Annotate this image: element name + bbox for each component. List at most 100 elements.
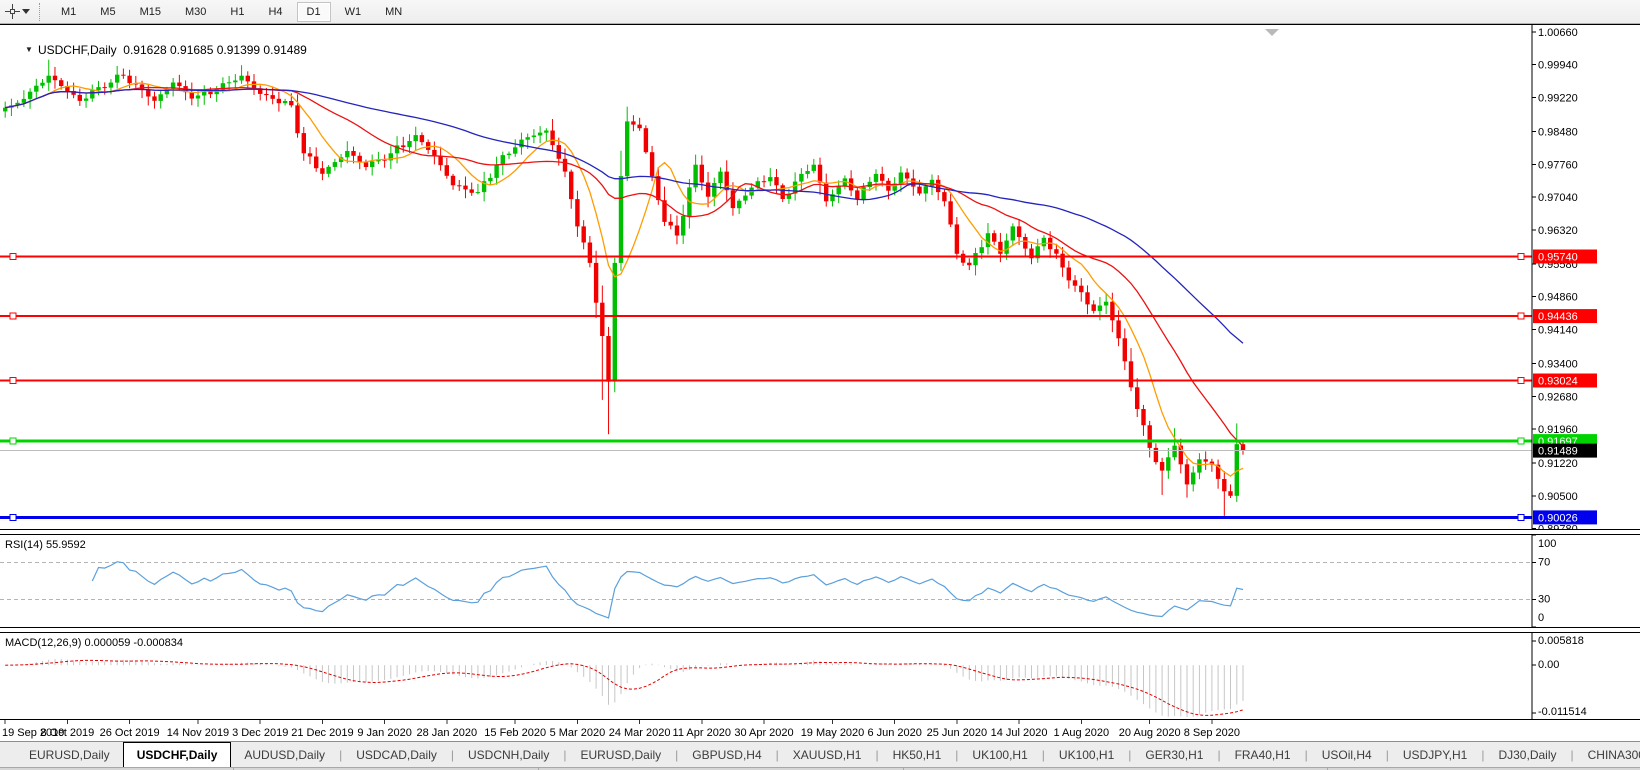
chart-tab-usdcnh-daily[interactable]: USDCNH,Daily [468, 747, 550, 762]
status-divider [538, 768, 539, 770]
svg-text:3 Dec 2019: 3 Dec 2019 [232, 727, 288, 739]
status-divider [903, 768, 904, 770]
svg-text:21 Dec 2019: 21 Dec 2019 [291, 727, 353, 739]
svg-text:0.97760: 0.97760 [1538, 159, 1578, 171]
chart-tab-fra40-h1[interactable]: FRA40,H1 [1234, 747, 1291, 762]
svg-text:30 Apr 2020: 30 Apr 2020 [734, 727, 793, 739]
svg-text:20 Aug 2020: 20 Aug 2020 [1119, 727, 1181, 739]
tab-divider: | [1217, 747, 1221, 762]
svg-text:1.00660: 1.00660 [1538, 27, 1578, 39]
svg-text:0.98480: 0.98480 [1538, 126, 1578, 138]
chevron-down-icon[interactable] [22, 9, 30, 14]
chart-tab-eurusd-daily[interactable]: EURUSD,Daily [29, 747, 110, 762]
svg-text:0.97040: 0.97040 [1538, 192, 1578, 204]
tab-divider: | [1481, 747, 1485, 762]
svg-text:19 May 2020: 19 May 2020 [801, 727, 865, 739]
timeframe-button-group: M1 M5 M15 M30 H1 H4 D1 W1 MN [49, 1, 414, 22]
svg-text:-0.011514: -0.011514 [1538, 706, 1587, 718]
svg-text:70: 70 [1538, 557, 1550, 569]
svg-text:0.93400: 0.93400 [1538, 358, 1578, 370]
timeframe-button-h4[interactable]: H4 [268, 5, 283, 18]
svg-text:30: 30 [1538, 593, 1550, 605]
svg-text:6 Jun 2020: 6 Jun 2020 [867, 727, 921, 739]
top-toolbar: M1 M5 M15 M30 H1 H4 D1 W1 MN [0, 0, 1640, 24]
svg-text:0.93024: 0.93024 [1538, 376, 1578, 388]
tab-divider: | [875, 747, 879, 762]
crosshair-icon[interactable] [2, 3, 22, 21]
chart-tab-hk50-h1[interactable]: HK50,H1 [892, 747, 942, 762]
symbol-dropdown-icon[interactable]: ▼ [25, 45, 33, 54]
tab-divider: | [955, 747, 959, 762]
svg-text:28 Jan 2020: 28 Jan 2020 [417, 727, 478, 739]
timeframe-button-h1[interactable]: H1 [230, 5, 245, 18]
svg-text:0.90500: 0.90500 [1538, 491, 1578, 503]
tab-bar: EURUSD,Daily USDCHF,Daily AUDUSD,Daily | USD… [0, 741, 1640, 768]
status-strip [0, 767, 1640, 770]
tab-divider: | [675, 747, 679, 762]
svg-text:0.91489: 0.91489 [1538, 446, 1578, 458]
panel-separator[interactable] [0, 529, 1640, 535]
tab-divider: | [1385, 747, 1389, 762]
macd-chart[interactable]: 0.005818 0.00 -0.011514 [0, 633, 1640, 719]
tab-divider: | [775, 747, 779, 762]
svg-text:15 Feb 2020: 15 Feb 2020 [484, 727, 546, 739]
chart-tab-uk100-h1[interactable]: UK100,H1 [972, 747, 1028, 762]
chart-tab-audusd-daily[interactable]: AUDUSD,Daily [244, 747, 326, 762]
svg-text:26 Oct 2019: 26 Oct 2019 [100, 727, 160, 739]
svg-text:0: 0 [1538, 612, 1544, 624]
svg-text:100: 100 [1538, 538, 1556, 550]
chart-tab-eurusd-daily[interactable]: EURUSD,Daily [580, 747, 662, 762]
chart-ohlc-header: ▼ USDCHF,Daily 0.91628 0.91685 0.91399 0.… [5, 29, 307, 71]
svg-text:0.92680: 0.92680 [1538, 391, 1578, 403]
chart-tab-china300-h1[interactable]: CHINA300,H1 [1587, 747, 1640, 762]
tab-divider: | [339, 747, 343, 762]
timeframe-button-mn[interactable]: MN [385, 5, 403, 18]
panel-separator[interactable] [0, 627, 1640, 633]
rsi-panel[interactable]: 100 70 30 0 RSI(14) 55.9592 [0, 535, 1640, 627]
svg-text:1 Aug 2020: 1 Aug 2020 [1053, 727, 1109, 739]
svg-text:0.99940: 0.99940 [1538, 60, 1578, 72]
macd-panel[interactable]: 0.005818 0.00 -0.011514 MACD(12,26,9) 0.00… [0, 633, 1640, 719]
chart-tab-dj30-daily[interactable]: DJ30,Daily [1498, 747, 1557, 762]
status-divider [1327, 768, 1328, 770]
tab-divider: | [563, 747, 567, 762]
svg-text:5 Mar 2020: 5 Mar 2020 [550, 727, 606, 739]
status-divider [233, 768, 234, 770]
main-chart-panel[interactable]: 1.00660 0.99940 0.99220 0.98480 0.97760 0.970… [0, 25, 1640, 529]
svg-text:0.90026: 0.90026 [1538, 512, 1578, 524]
svg-text:9 Jan 2020: 9 Jan 2020 [357, 727, 411, 739]
chart-tab-gbpusd-h4[interactable]: GBPUSD,H4 [692, 747, 762, 762]
chart-tab-xauusd-h1[interactable]: XAUUSD,H1 [792, 747, 862, 762]
svg-text:0.91220: 0.91220 [1538, 458, 1578, 470]
timeframe-button-m1[interactable]: M1 [61, 5, 77, 18]
svg-text:0.005818: 0.005818 [1538, 635, 1584, 647]
svg-text:8 Oct 2019: 8 Oct 2019 [40, 727, 94, 739]
tab-divider: | [1304, 747, 1308, 762]
chart-tab-uk100-h1[interactable]: UK100,H1 [1058, 747, 1115, 762]
chart-tab-usdjpy-h1[interactable]: USDJPY,H1 [1402, 747, 1468, 762]
svg-text:0.94436: 0.94436 [1538, 311, 1578, 323]
chart-tab-ger30-h1[interactable]: GER30,H1 [1145, 747, 1204, 762]
chart-tab-usdcad-daily[interactable]: USDCAD,Daily [356, 747, 437, 762]
candlestick-chart[interactable]: 1.00660 0.99940 0.99220 0.98480 0.97760 0.970… [0, 25, 1640, 529]
svg-text:0.99220: 0.99220 [1538, 93, 1578, 105]
chart-tab-usdchf-daily[interactable]: USDCHF,Daily [122, 742, 232, 768]
chart-tab-usoil-h4[interactable]: USOil,H4 [1321, 747, 1372, 762]
macd-label: MACD(12,26,9) 0.000059 -0.000834 [5, 637, 183, 649]
timeframe-button-d1[interactable]: D1 [296, 1, 331, 22]
rsi-chart[interactable]: 100 70 30 0 [0, 535, 1640, 627]
svg-text:14 Nov 2019: 14 Nov 2019 [167, 727, 229, 739]
svg-text:0.96320: 0.96320 [1538, 225, 1578, 237]
svg-text:0.91960: 0.91960 [1538, 424, 1578, 436]
date-axis: 19 Sep 2019 8 Oct 2019 26 Oct 2019 14 Nov 2… [0, 719, 1640, 741]
chart-window: 1.00660 0.99940 0.99220 0.98480 0.97760 0.970… [0, 24, 1640, 741]
toolbar-separator [39, 2, 40, 21]
svg-text:8 Sep 2020: 8 Sep 2020 [1184, 727, 1240, 739]
timeframe-button-m5[interactable]: M5 [100, 5, 116, 18]
timeframe-button-w1[interactable]: W1 [344, 5, 362, 18]
timeframe-button-m15[interactable]: M15 [139, 5, 161, 18]
chart-ohlc-values: 0.91628 0.91685 0.91399 0.91489 [123, 43, 307, 57]
tab-divider: | [1041, 747, 1045, 762]
timeframe-button-m30[interactable]: M30 [184, 5, 207, 18]
svg-text:14 Jul 2020: 14 Jul 2020 [991, 727, 1048, 739]
